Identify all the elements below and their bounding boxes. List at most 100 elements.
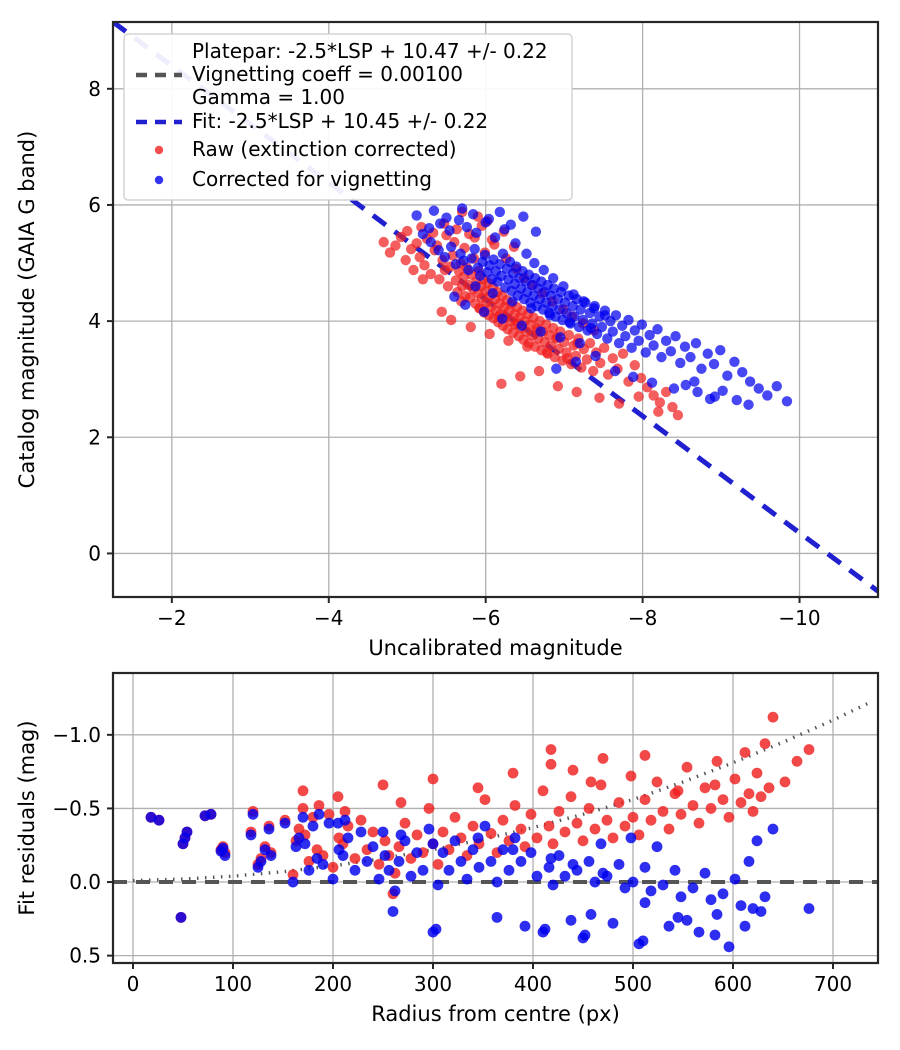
data-point: [717, 794, 729, 805]
data-point: [613, 337, 625, 349]
data-point: [744, 376, 756, 387]
data-point: [337, 850, 349, 861]
data-point: [447, 250, 458, 261]
legend-entry[interactable]: Fit: -2.5*LSP + 10.45 +/- 0.22: [136, 109, 488, 133]
x-tick-label: 700: [814, 972, 852, 996]
legend-entry[interactable]: Platepar: -2.5*LSP + 10.47 +/- 0.22: [192, 39, 548, 63]
data-point: [645, 814, 657, 826]
data-point: [779, 776, 791, 788]
data-point: [509, 800, 521, 811]
data-point: [449, 811, 461, 823]
data-point: [472, 832, 484, 844]
data-point: [723, 941, 735, 953]
data-point: [487, 288, 498, 299]
x-axis-title: Radius from centre (px): [371, 1002, 620, 1026]
data-point: [384, 247, 396, 258]
x-tick-label: 400: [514, 972, 552, 996]
data-point: [762, 390, 773, 401]
data-point: [803, 903, 815, 914]
data-point: [577, 835, 589, 847]
data-point: [675, 808, 687, 820]
data-point: [483, 213, 495, 225]
data-point: [485, 856, 497, 867]
y-tick-label: 0.5: [69, 944, 101, 968]
data-point: [595, 838, 607, 850]
data-point: [399, 817, 411, 829]
y-axis-title: Catalog magnitude (GAIA G band): [15, 131, 39, 489]
data-point: [599, 310, 611, 321]
data-point: [675, 891, 687, 903]
data-point: [387, 906, 399, 917]
data-point: [175, 911, 187, 923]
data-point: [626, 342, 637, 354]
data-point: [743, 399, 754, 410]
data-point: [711, 909, 723, 920]
data-point: [735, 797, 747, 808]
data-point: [663, 823, 675, 835]
data-point: [553, 343, 564, 355]
data-point: [759, 738, 771, 750]
data-point: [317, 858, 329, 870]
data-point: [247, 808, 259, 820]
data-point: [709, 779, 721, 791]
data-point: [627, 811, 639, 823]
data-point: [535, 326, 546, 337]
data-point: [525, 808, 537, 820]
x-tick-label: −2: [157, 606, 186, 630]
data-point: [558, 281, 569, 292]
data-point: [441, 212, 452, 223]
data-point: [522, 341, 533, 352]
x-tick-label: 100: [214, 972, 252, 996]
data-point: [469, 243, 480, 255]
x-tick-label: −10: [778, 606, 820, 630]
data-point: [648, 390, 659, 401]
data-point: [417, 274, 429, 285]
data-point: [552, 380, 564, 392]
data-point: [547, 879, 559, 891]
data-point: [463, 264, 474, 276]
data-point: [437, 826, 449, 838]
data-point: [433, 245, 444, 256]
data-point: [373, 858, 385, 870]
legend-entry[interactable]: Raw (extinction corrected): [154, 137, 457, 161]
data-point: [509, 832, 521, 844]
scatter-series-raw: [145, 711, 815, 923]
data-point: [696, 363, 707, 374]
legend-entry[interactable]: Vignetting coeff = 0.00100: [136, 62, 463, 86]
data-point: [526, 303, 537, 314]
data-layer: [113, 22, 878, 594]
data-point: [583, 856, 595, 867]
data-point: [602, 333, 613, 344]
data-point: [529, 257, 540, 269]
data-point: [581, 354, 593, 365]
data-point: [711, 755, 723, 767]
data-point: [460, 299, 471, 311]
x-tick-label: −4: [314, 606, 343, 630]
data-point: [672, 785, 684, 797]
data-point: [417, 864, 429, 876]
data-point: [507, 767, 519, 779]
legend-entry-label: Gamma = 1.00: [192, 85, 345, 109]
x-tick-label: −8: [628, 606, 657, 630]
data-point: [619, 820, 631, 832]
data-point: [436, 306, 447, 318]
data-point: [323, 817, 335, 829]
data-point: [467, 209, 479, 220]
data-point: [735, 900, 747, 911]
data-point: [585, 776, 597, 788]
data-point: [702, 348, 713, 359]
data-point: [505, 219, 516, 230]
data-point: [373, 873, 385, 885]
data-point: [668, 383, 680, 394]
data-point: [648, 340, 659, 351]
legend-dot-marker: [154, 145, 164, 155]
y-tick-label: 8: [88, 77, 101, 101]
data-point: [717, 888, 729, 900]
legend-entry[interactable]: Corrected for vignetting: [154, 167, 432, 191]
data-point: [743, 856, 755, 867]
legend-entry[interactable]: Gamma = 1.00: [192, 85, 345, 109]
data-point: [458, 255, 469, 266]
data-point: [610, 310, 622, 321]
data-point: [620, 331, 631, 342]
